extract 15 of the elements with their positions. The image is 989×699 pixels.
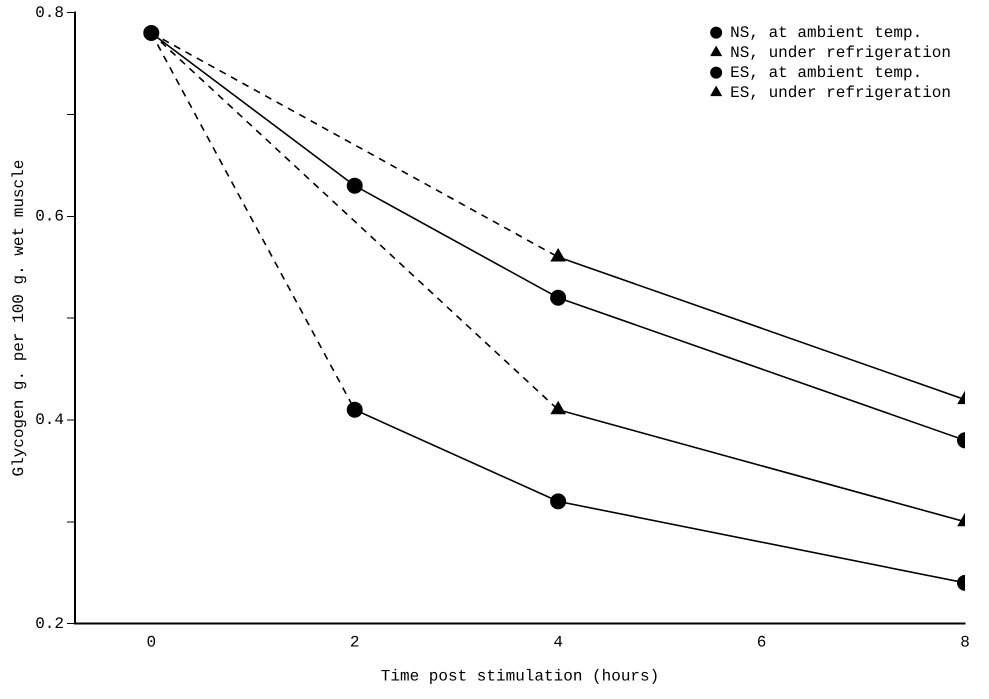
y-tick-label: 0.6 — [35, 208, 64, 226]
x-tick-label: 0 — [146, 633, 156, 652]
legend-label: ES, under refrigeration — [730, 84, 952, 102]
x-tick-label: 6 — [756, 633, 766, 652]
y-tick-label: 0.2 — [35, 614, 64, 633]
y-tick-label: 0.8 — [35, 4, 64, 22]
x-tick-label: 4 — [553, 633, 563, 652]
x-tick-label: 2 — [350, 633, 360, 652]
x-axis-title: Time post stimulation (hours) — [380, 668, 660, 686]
legend-label: ES, at ambient temp. — [730, 64, 922, 82]
y-axis-title: Glycogen g. per 100 g. wet muscle — [10, 160, 28, 477]
legend-label: NS, under refrigeration — [730, 44, 952, 62]
y-tick-label: 0.4 — [35, 411, 64, 430]
legend-label: NS, at ambient temp. — [730, 24, 922, 42]
x-tick-label: 8 — [960, 633, 970, 652]
